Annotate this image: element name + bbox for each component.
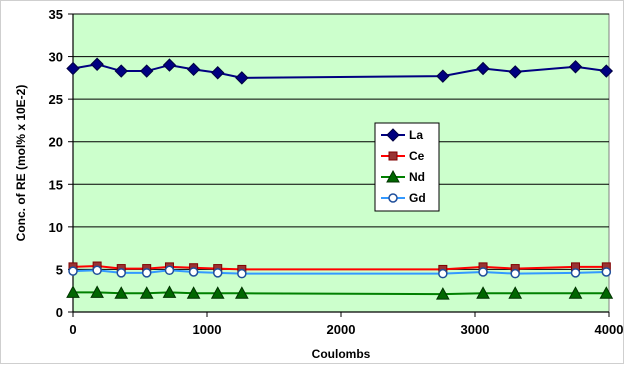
- y-tick-label: 25: [49, 92, 63, 107]
- legend-label-ce: Ce: [409, 149, 425, 163]
- x-tick-label: 0: [69, 322, 76, 337]
- series-la: [66, 57, 614, 85]
- x-tick-label: 1000: [193, 322, 222, 337]
- data-point-gd: [164, 265, 175, 276]
- x-tick-label: 2000: [327, 322, 356, 337]
- data-point-la: [90, 57, 104, 71]
- y-tick-label: 0: [56, 305, 63, 320]
- data-point-gd: [116, 268, 126, 278]
- data-point-la: [476, 61, 490, 76]
- data-point-nd: [186, 286, 201, 299]
- y-tick-label: 30: [49, 50, 63, 65]
- data-point-la: [235, 71, 249, 85]
- data-point-gd: [438, 268, 448, 279]
- plot-area: [72, 13, 610, 313]
- data-point-la: [162, 58, 177, 72]
- data-point-la: [66, 61, 80, 76]
- legend-item-ce: Ce: [381, 149, 425, 163]
- data-point-la: [599, 64, 614, 78]
- legend-item-gd: Gd: [381, 191, 426, 205]
- data-point-nd: [90, 285, 104, 298]
- legend-item-la: La: [381, 128, 423, 142]
- legend-marker-gd: [388, 193, 398, 203]
- legend: La Ce Nd Gd: [374, 122, 440, 212]
- data-point-gd: [601, 267, 612, 277]
- data-point-gd: [570, 268, 581, 278]
- data-point-nd: [435, 287, 450, 300]
- data-point-nd: [162, 285, 177, 298]
- legend-marker-nd: [386, 169, 400, 183]
- data-point-gd: [68, 266, 78, 276]
- data-point-la: [186, 62, 201, 77]
- legend-marker-ce: [388, 151, 398, 161]
- series-group: [66, 57, 614, 300]
- data-point-gd: [510, 268, 520, 279]
- data-point-gd: [478, 267, 488, 277]
- data-point-nd: [234, 286, 249, 299]
- legend-label-gd: Gd: [409, 191, 426, 205]
- x-axis-title: Coulombs: [312, 347, 371, 361]
- data-point-nd: [599, 286, 614, 299]
- legend-label-la: La: [409, 128, 423, 142]
- x-tick-label: 4000: [595, 322, 624, 337]
- y-tick-label: 35: [49, 7, 63, 22]
- legend-label-nd: Nd: [409, 170, 425, 184]
- data-point-nd: [114, 286, 129, 299]
- data-point-nd: [66, 285, 80, 298]
- legend-marker-la: [386, 128, 400, 142]
- data-point-gd: [92, 265, 102, 276]
- data-point-nd: [568, 286, 583, 299]
- data-point-la: [508, 65, 522, 79]
- y-tick-label: 15: [49, 177, 63, 192]
- data-point-gd: [141, 268, 152, 278]
- data-point-nd: [508, 286, 523, 299]
- legend-box: [374, 122, 440, 212]
- data-point-la: [436, 69, 450, 83]
- data-point-gd: [237, 268, 247, 279]
- data-point-la: [139, 64, 154, 78]
- y-axis-title: Conc. of RE (mol% x 10E-2): [14, 85, 28, 242]
- data-point-nd: [210, 286, 225, 299]
- data-point-gd: [188, 267, 199, 277]
- x-tick-label: 3000: [461, 322, 490, 337]
- legend-item-nd: Nd: [381, 169, 425, 184]
- y-tick-label: 10: [49, 220, 63, 235]
- data-point-la: [211, 66, 225, 80]
- data-point-nd: [139, 286, 154, 299]
- data-point-gd: [212, 268, 223, 278]
- y-tick-label: 20: [49, 135, 63, 150]
- tick-labels: 0 5 10 15 20 25 30 35 0 1000 2000 3000 4000: [49, 7, 624, 337]
- data-point-la: [568, 60, 583, 74]
- data-point-la: [114, 64, 128, 78]
- series-gd: [68, 265, 612, 279]
- y-tick-label: 5: [56, 262, 63, 277]
- data-point-nd: [476, 286, 490, 299]
- series-nd: [66, 285, 614, 300]
